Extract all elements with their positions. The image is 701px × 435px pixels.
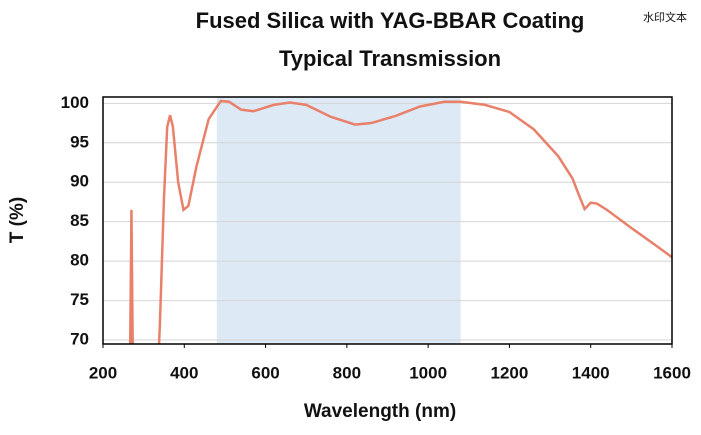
chart-title: Fused Silica with YAG-BBAR Coating xyxy=(196,8,585,33)
x-tick-label: 1400 xyxy=(572,363,610,382)
chart-subtitle: Typical Transmission xyxy=(279,46,501,71)
y-tick-label: 95 xyxy=(70,132,89,151)
x-tick-label: 1000 xyxy=(409,363,447,382)
y-tick-label: 75 xyxy=(70,290,89,309)
y-tick-label: 85 xyxy=(70,211,89,230)
x-tick-label: 800 xyxy=(333,363,361,382)
y-tick-label: 70 xyxy=(70,330,89,349)
y-tick-label: 80 xyxy=(70,251,89,270)
x-tick-label: 600 xyxy=(251,363,279,382)
data-line xyxy=(128,99,672,344)
y-tick-label: 100 xyxy=(61,93,89,112)
y-tick-label: 90 xyxy=(70,172,89,191)
watermark: 水印文本 xyxy=(643,10,687,24)
y-axis-label: T (%) xyxy=(7,197,28,243)
highlight-band xyxy=(216,97,461,344)
x-tick-label: 400 xyxy=(170,363,198,382)
x-axis-label: Wavelength (nm) xyxy=(304,401,456,422)
plot-frame xyxy=(102,96,673,345)
x-tick-label: 200 xyxy=(89,363,117,382)
x-tick-label: 1200 xyxy=(491,363,529,382)
x-tick-label: 1600 xyxy=(653,363,691,382)
